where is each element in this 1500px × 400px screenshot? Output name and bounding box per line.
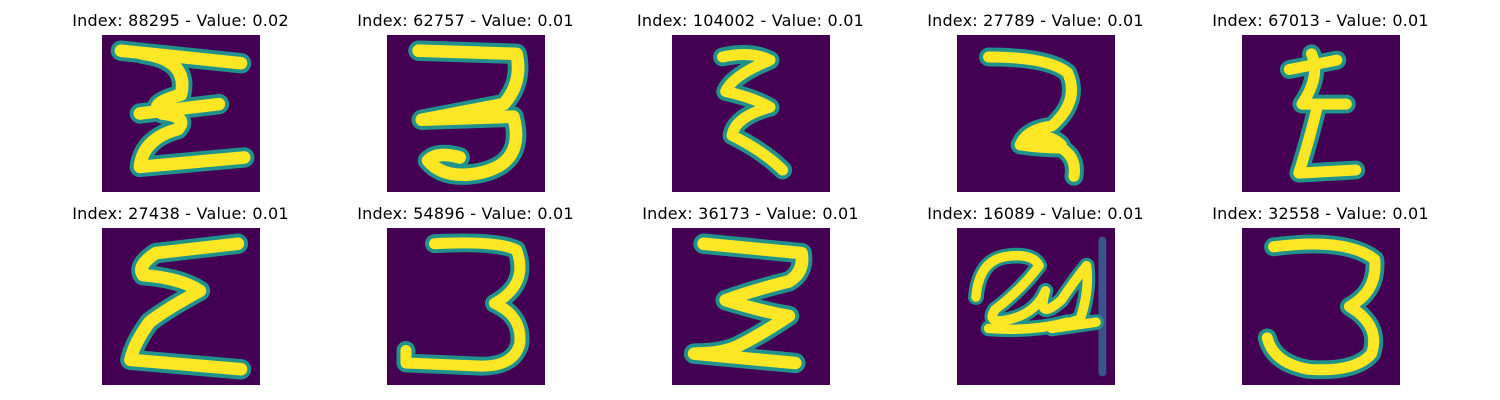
panel: Index: 32558 - Value: 0.01	[1178, 203, 1463, 388]
digit-image	[102, 35, 260, 192]
digit-image	[1242, 228, 1400, 385]
digit-image	[957, 228, 1115, 385]
digit-image	[672, 228, 830, 385]
panel-title: Index: 67013 - Value: 0.01	[1212, 11, 1429, 30]
panel: Index: 88295 - Value: 0.02	[38, 10, 323, 195]
panel-title: Index: 104002 - Value: 0.01	[637, 11, 864, 30]
digit-image	[957, 35, 1115, 192]
digit-image	[387, 228, 545, 385]
panel-title: Index: 27789 - Value: 0.01	[927, 11, 1144, 30]
digit-image	[1242, 35, 1400, 192]
panel: Index: 36173 - Value: 0.01	[608, 203, 893, 388]
panel: Index: 62757 - Value: 0.01	[323, 10, 608, 195]
panel: Index: 54896 - Value: 0.01	[323, 203, 608, 388]
panel-title: Index: 27438 - Value: 0.01	[72, 204, 289, 223]
panel: Index: 104002 - Value: 0.01	[608, 10, 893, 195]
panel-title: Index: 54896 - Value: 0.01	[357, 204, 574, 223]
digit-image	[102, 228, 260, 385]
panel: Index: 67013 - Value: 0.01	[1178, 10, 1463, 195]
panel: Index: 27789 - Value: 0.01	[893, 10, 1178, 195]
panel: Index: 16089 - Value: 0.01	[893, 203, 1178, 388]
panel: Index: 27438 - Value: 0.01	[38, 203, 323, 388]
digit-image	[387, 35, 545, 192]
digit-image	[672, 35, 830, 192]
panel-title: Index: 32558 - Value: 0.01	[1212, 204, 1429, 223]
panel-title: Index: 62757 - Value: 0.01	[357, 11, 574, 30]
panel-title: Index: 36173 - Value: 0.01	[642, 204, 859, 223]
panel-title: Index: 88295 - Value: 0.02	[72, 11, 289, 30]
panel-title: Index: 16089 - Value: 0.01	[927, 204, 1144, 223]
